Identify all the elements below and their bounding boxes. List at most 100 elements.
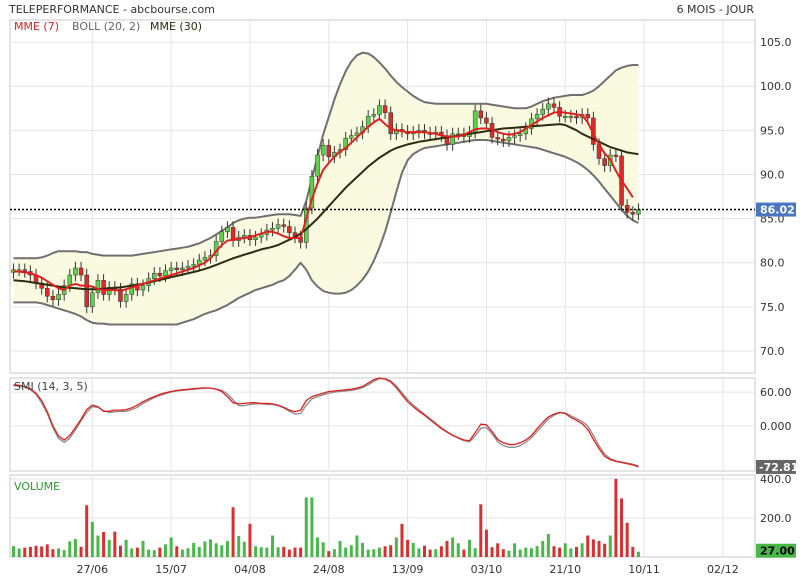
- volume-bar: [23, 547, 27, 557]
- volume-bar: [186, 548, 190, 557]
- volume-bar: [591, 539, 595, 557]
- volume-bar: [597, 540, 601, 557]
- candle-up: [562, 115, 568, 118]
- volume-bar: [107, 539, 111, 557]
- smi-last-badge: [756, 459, 796, 474]
- volume-bar: [501, 549, 505, 557]
- volume-bar: [225, 540, 229, 557]
- volume-bar: [197, 546, 201, 557]
- x-tick-label: 21/10: [549, 563, 581, 576]
- volume-bar: [113, 531, 117, 557]
- volume-bar: [270, 535, 274, 557]
- volume-bar: [479, 504, 483, 557]
- candle-up: [450, 133, 455, 145]
- volume-last-value: 27.00: [760, 545, 795, 558]
- volume-bar: [12, 546, 15, 557]
- candle-up: [343, 138, 348, 150]
- candle-up: [140, 285, 146, 291]
- candle-up: [546, 103, 551, 110]
- volume-bar: [377, 547, 381, 557]
- volume-bar: [169, 537, 173, 557]
- candle-down: [382, 105, 388, 113]
- candle-up: [67, 274, 73, 286]
- legend-mme7: MME (7): [14, 20, 60, 33]
- price-y-tick-label: 80.0: [760, 257, 785, 270]
- volume-bar: [400, 523, 404, 557]
- x-tick-label: 13/09: [392, 563, 424, 576]
- candle-up: [534, 114, 540, 120]
- volume-bar: [62, 550, 66, 557]
- candle-down: [45, 288, 50, 297]
- volume-bar: [158, 547, 162, 557]
- smi-y-tick-label: 0.000: [760, 420, 792, 433]
- candle-up: [90, 292, 95, 308]
- volume-bar: [558, 547, 562, 557]
- volume-bar: [321, 542, 325, 557]
- volume-bar: [608, 535, 612, 557]
- price-y-tick-label: 70.0: [760, 345, 785, 358]
- volume-bar: [406, 539, 410, 557]
- volume-bar: [529, 548, 533, 557]
- volume-bar: [586, 535, 590, 557]
- candle-down: [84, 274, 89, 308]
- volume-bar: [349, 545, 353, 557]
- volume-bar: [389, 545, 393, 557]
- volume-bar: [51, 549, 55, 557]
- mme30-line: [13, 123, 639, 291]
- volume-bar: [282, 546, 286, 557]
- price-y-tick-label: 100.0: [760, 80, 792, 93]
- volume-bar: [355, 535, 359, 557]
- volume-bar: [17, 548, 21, 557]
- candle-up: [275, 224, 281, 229]
- volume-bar: [118, 545, 122, 557]
- volume-bar: [394, 537, 398, 557]
- x-tick-label: 04/08: [234, 563, 266, 576]
- x-tick-label: 10/11: [628, 563, 660, 576]
- volume-bar: [147, 549, 151, 557]
- volume-bar: [152, 550, 156, 557]
- candle-down: [287, 226, 292, 233]
- volume-bar: [293, 547, 297, 557]
- volume-bar: [338, 540, 342, 557]
- x-tick-label: 15/07: [155, 563, 187, 576]
- candle-up: [56, 294, 61, 301]
- volume-bar: [636, 551, 640, 557]
- volume-bar: [575, 546, 578, 557]
- candle-down: [78, 267, 84, 276]
- last-price-value: 86.02: [760, 204, 795, 217]
- last-price-badge: [756, 202, 796, 217]
- candle-down: [484, 117, 489, 124]
- candle-down: [50, 295, 56, 301]
- candle-up: [253, 236, 258, 240]
- candle-down: [157, 273, 163, 277]
- candle-down: [574, 115, 579, 119]
- volume-bar: [299, 547, 303, 557]
- volume-bar: [304, 497, 308, 557]
- x-tick-label: 24/08: [313, 563, 345, 576]
- volume-bar: [203, 541, 207, 557]
- candle-up: [540, 108, 545, 115]
- volume-bar: [254, 546, 258, 557]
- volume-bar: [434, 549, 438, 557]
- volume-bar: [361, 542, 365, 557]
- volume-bar: [569, 548, 573, 557]
- volume-bar: [135, 547, 139, 557]
- bollinger-lower-line: [13, 139, 639, 326]
- candle-up: [517, 133, 523, 136]
- smi-y-tick-label: 60.00: [760, 386, 792, 399]
- volume-bar: [417, 548, 421, 557]
- candle-up: [73, 267, 78, 276]
- x-tick-label: 02/12: [707, 563, 739, 576]
- volume-bar: [237, 535, 241, 557]
- volume-bar: [603, 543, 607, 557]
- x-tick-label: 03/10: [471, 563, 503, 576]
- volume-bar: [209, 539, 213, 557]
- volume-bar: [79, 546, 83, 557]
- volume-bar: [130, 548, 134, 557]
- bollinger-band-fill: [13, 52, 639, 325]
- candle-down: [101, 280, 106, 295]
- volume-bar: [552, 546, 556, 557]
- volume-bar: [259, 547, 263, 557]
- candle-down: [118, 288, 123, 302]
